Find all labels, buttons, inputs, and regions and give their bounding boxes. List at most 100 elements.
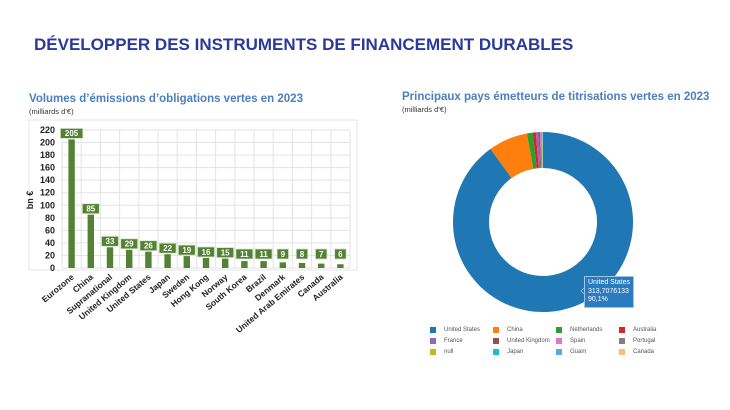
y-tick-label: 20 (45, 250, 55, 260)
data-label: 33 (106, 237, 115, 246)
y-tick-label: 40 (45, 238, 55, 248)
data-label-box (101, 235, 119, 247)
y-tick-label: 200 (40, 138, 55, 148)
legend-item[interactable]: China (493, 325, 556, 334)
bar (260, 261, 267, 268)
legend-item[interactable]: Portugal (619, 336, 682, 345)
bar (318, 263, 325, 268)
legend-label: China (507, 326, 523, 333)
bar (68, 139, 75, 268)
legend-item[interactable]: Netherlands (556, 325, 619, 334)
legend-label: United Kingdom (507, 337, 550, 344)
bar (106, 247, 114, 268)
legend-label: Portugal (633, 337, 656, 344)
data-label-box (120, 238, 139, 250)
bar (164, 254, 171, 268)
donut-slice[interactable] (526, 132, 537, 169)
donut-slice[interactable] (453, 132, 633, 312)
y-tick-label: 220 (40, 125, 55, 135)
bar (145, 251, 152, 268)
data-label: 7 (319, 250, 324, 259)
donut-slice[interactable] (532, 132, 539, 169)
data-label-box (235, 248, 254, 260)
legend-swatch (493, 348, 499, 355)
legend-item[interactable]: Japan (493, 347, 556, 356)
legend-swatch (619, 337, 625, 344)
legend-swatch (556, 326, 562, 333)
data-label: 26 (144, 241, 153, 250)
data-label: 29 (125, 240, 134, 249)
bar (202, 257, 210, 268)
data-label-box (81, 203, 100, 215)
tooltip-percent: 90,1% (588, 296, 608, 303)
data-label-box (315, 248, 328, 260)
legend-swatch (493, 337, 499, 344)
donut-tooltip: United States 313,7076133 90,1% (584, 276, 635, 308)
data-label-box (295, 248, 309, 260)
y-tick-label: 120 (40, 188, 55, 198)
legend-item[interactable]: France (430, 336, 493, 345)
data-label: 15 (221, 248, 230, 257)
bar-chart-frame (28, 119, 358, 271)
donut-slice[interactable] (540, 132, 543, 169)
data-label: 16 (202, 248, 211, 257)
data-label: 9 (281, 250, 286, 259)
legend-swatch (619, 326, 625, 333)
data-label-box (334, 248, 347, 260)
bar-chart-title: Volumes d’émissions d’obligations vertes… (29, 93, 303, 105)
donut-slice[interactable] (538, 132, 542, 169)
legend-item[interactable]: United States (430, 325, 493, 334)
data-label: 85 (86, 204, 95, 213)
legend-swatch (430, 337, 436, 344)
data-label-box (139, 240, 158, 252)
page-title: DÉVELOPPER DES INSTRUMENTS DE FINANCEMEN… (34, 35, 574, 54)
legend-swatch (430, 348, 436, 355)
legend-item[interactable]: Guam (556, 347, 619, 356)
donut-slice[interactable] (542, 132, 543, 169)
legend-label: France (444, 337, 463, 344)
donut-slice[interactable] (535, 132, 541, 169)
legend-label: Spain (570, 337, 586, 344)
data-label-box (59, 128, 84, 139)
data-label: 22 (163, 244, 172, 253)
legend-label: Japan (507, 348, 524, 355)
donut-chart-subtitle: (milliards d’€) (402, 105, 447, 114)
donut-legend: United States China Netherlands Australia Fr… (430, 325, 700, 356)
data-label-box (276, 248, 289, 260)
data-label-box (177, 244, 196, 256)
legend-label: null (444, 348, 454, 355)
tooltip-pointer (580, 287, 585, 295)
data-label: 6 (338, 250, 343, 259)
donut-slice[interactable] (541, 132, 543, 169)
legend-swatch (619, 348, 625, 355)
y-tick-label: 100 (40, 200, 55, 210)
legend-item[interactable]: Australia (619, 325, 682, 334)
legend-item[interactable]: Spain (556, 336, 619, 345)
data-label: 19 (182, 246, 191, 255)
y-tick-label: 160 (40, 163, 55, 173)
legend-label: Guam (570, 348, 587, 355)
y-tick-label: 0 (50, 263, 55, 273)
donut-slice[interactable] (490, 133, 534, 179)
legend-label: Canada (633, 348, 655, 355)
bar (126, 249, 133, 268)
y-tick-label: 180 (40, 150, 55, 160)
legend-item[interactable]: null (430, 347, 493, 356)
data-label: 205 (65, 129, 79, 138)
data-label: 11 (259, 250, 268, 259)
legend-swatch (556, 348, 562, 355)
legend-label: Australia (633, 326, 657, 333)
bar (298, 262, 306, 268)
legend-item[interactable]: United Kingdom (493, 336, 556, 345)
bar (279, 262, 286, 268)
y-tick-label: 60 (45, 225, 55, 235)
donut-chart-title: Principaux pays émetteurs de titrisation… (402, 91, 710, 103)
data-label-box (158, 242, 177, 254)
y-axis-label: bn € (25, 191, 35, 210)
bar (87, 214, 94, 268)
data-label-box (216, 247, 235, 258)
donut-slice[interactable] (539, 132, 542, 169)
bar (183, 256, 190, 268)
legend-item[interactable]: Canada (619, 347, 682, 356)
